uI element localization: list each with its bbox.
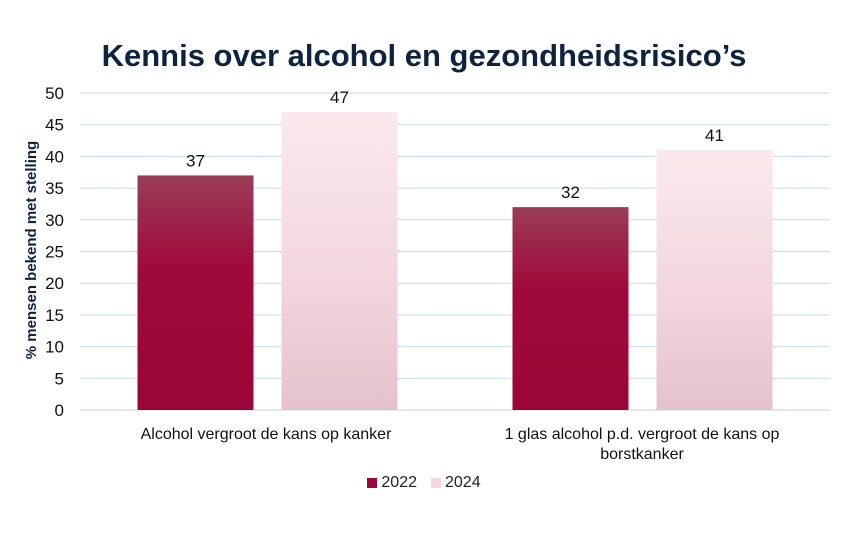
legend-label-2024: 2024 [445,474,481,491]
y-tick-label: 25 [45,243,64,262]
y-tick-label: 15 [45,306,64,325]
y-tick-label: 0 [55,401,64,420]
y-tick-label: 40 [45,147,64,166]
x-category-label: borstkanker [600,446,684,463]
y-tick-label: 50 [45,84,64,103]
y-tick-label: 5 [55,369,64,388]
legend-swatch-2022 [367,478,378,488]
bar-2022-1 [512,207,629,410]
chart-title: Kennis over alcohol en gezondheidsrisico… [101,38,747,73]
y-tick-label: 20 [45,274,64,293]
y-axis-ticks: 0 5 10 15 20 25 30 35 40 45 50 [45,84,64,420]
x-axis-labels: Alcohol vergroot de kans op kanker 1 glas… [141,426,780,463]
legend: 2022 2024 [0,474,848,492]
y-axis-label: % mensen bekend met stelling [23,141,40,359]
data-label-2024-1: 41 [705,126,724,145]
bar-2022-0 [137,175,254,410]
x-category-label: 1 glas alcohol p.d. vergroot de kans op [505,426,780,443]
y-tick-label: 45 [45,116,64,135]
y-tick-label: 30 [45,211,64,230]
bars [137,112,773,411]
legend-item-2022: 2022 [367,474,417,492]
data-label-2022-0: 37 [186,151,205,170]
y-tick-label: 35 [45,179,64,198]
data-label-2022-1: 32 [561,183,580,202]
legend-item-2024: 2024 [431,474,481,492]
legend-swatch-2024 [431,478,441,488]
data-labels: 37 47 32 41 [186,88,724,202]
y-tick-label: 10 [45,338,64,357]
data-label-2024-0: 47 [330,88,349,107]
bar-2024-1 [656,150,773,410]
legend-label-2022: 2022 [381,474,417,491]
x-category-label: Alcohol vergroot de kans op kanker [141,426,392,443]
bar-2024-0 [281,112,398,411]
